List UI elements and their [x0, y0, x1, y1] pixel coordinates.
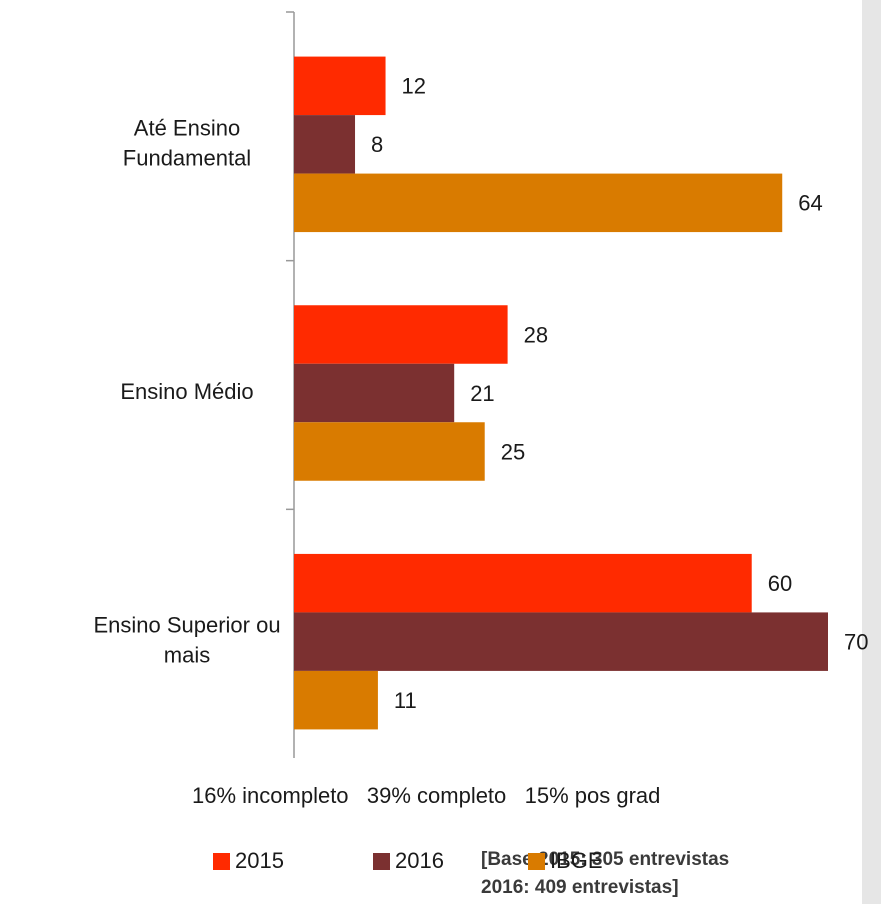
data-label: 11 — [394, 688, 417, 713]
category-label: Ensino Médio — [120, 379, 253, 404]
bar — [294, 56, 386, 116]
bar — [294, 305, 508, 364]
legend-label: IBGE — [550, 848, 603, 873]
data-label: 64 — [798, 191, 822, 216]
legend-label: 2016 — [395, 848, 444, 873]
category-label: Ensino Superior ou mais — [93, 612, 280, 667]
bar — [294, 363, 455, 423]
legend-swatch — [373, 853, 390, 870]
bar — [294, 612, 828, 671]
data-label: 12 — [402, 74, 426, 99]
annotation: 16% incompleto 39% completo 15% pos grad — [192, 783, 660, 808]
legend-swatch — [213, 853, 230, 870]
legend-swatch — [528, 853, 545, 870]
bar — [294, 553, 752, 613]
note: 2016: 409 entrevistas] — [481, 877, 679, 898]
legend-label: 2015 — [235, 848, 284, 873]
note: [Base 2015: 305 entrevistas — [481, 849, 729, 870]
data-label: 25 — [501, 439, 525, 464]
category-label: Até Ensino Fundamental — [123, 115, 251, 170]
data-label: 8 — [371, 132, 383, 157]
data-label: 28 — [524, 322, 548, 347]
bar — [294, 173, 783, 233]
bar — [294, 115, 356, 174]
data-label: 60 — [768, 571, 792, 596]
data-label: 70 — [844, 629, 868, 654]
data-label: 21 — [470, 381, 494, 406]
side-band — [862, 0, 881, 904]
bar — [294, 422, 485, 481]
bar — [294, 670, 378, 730]
